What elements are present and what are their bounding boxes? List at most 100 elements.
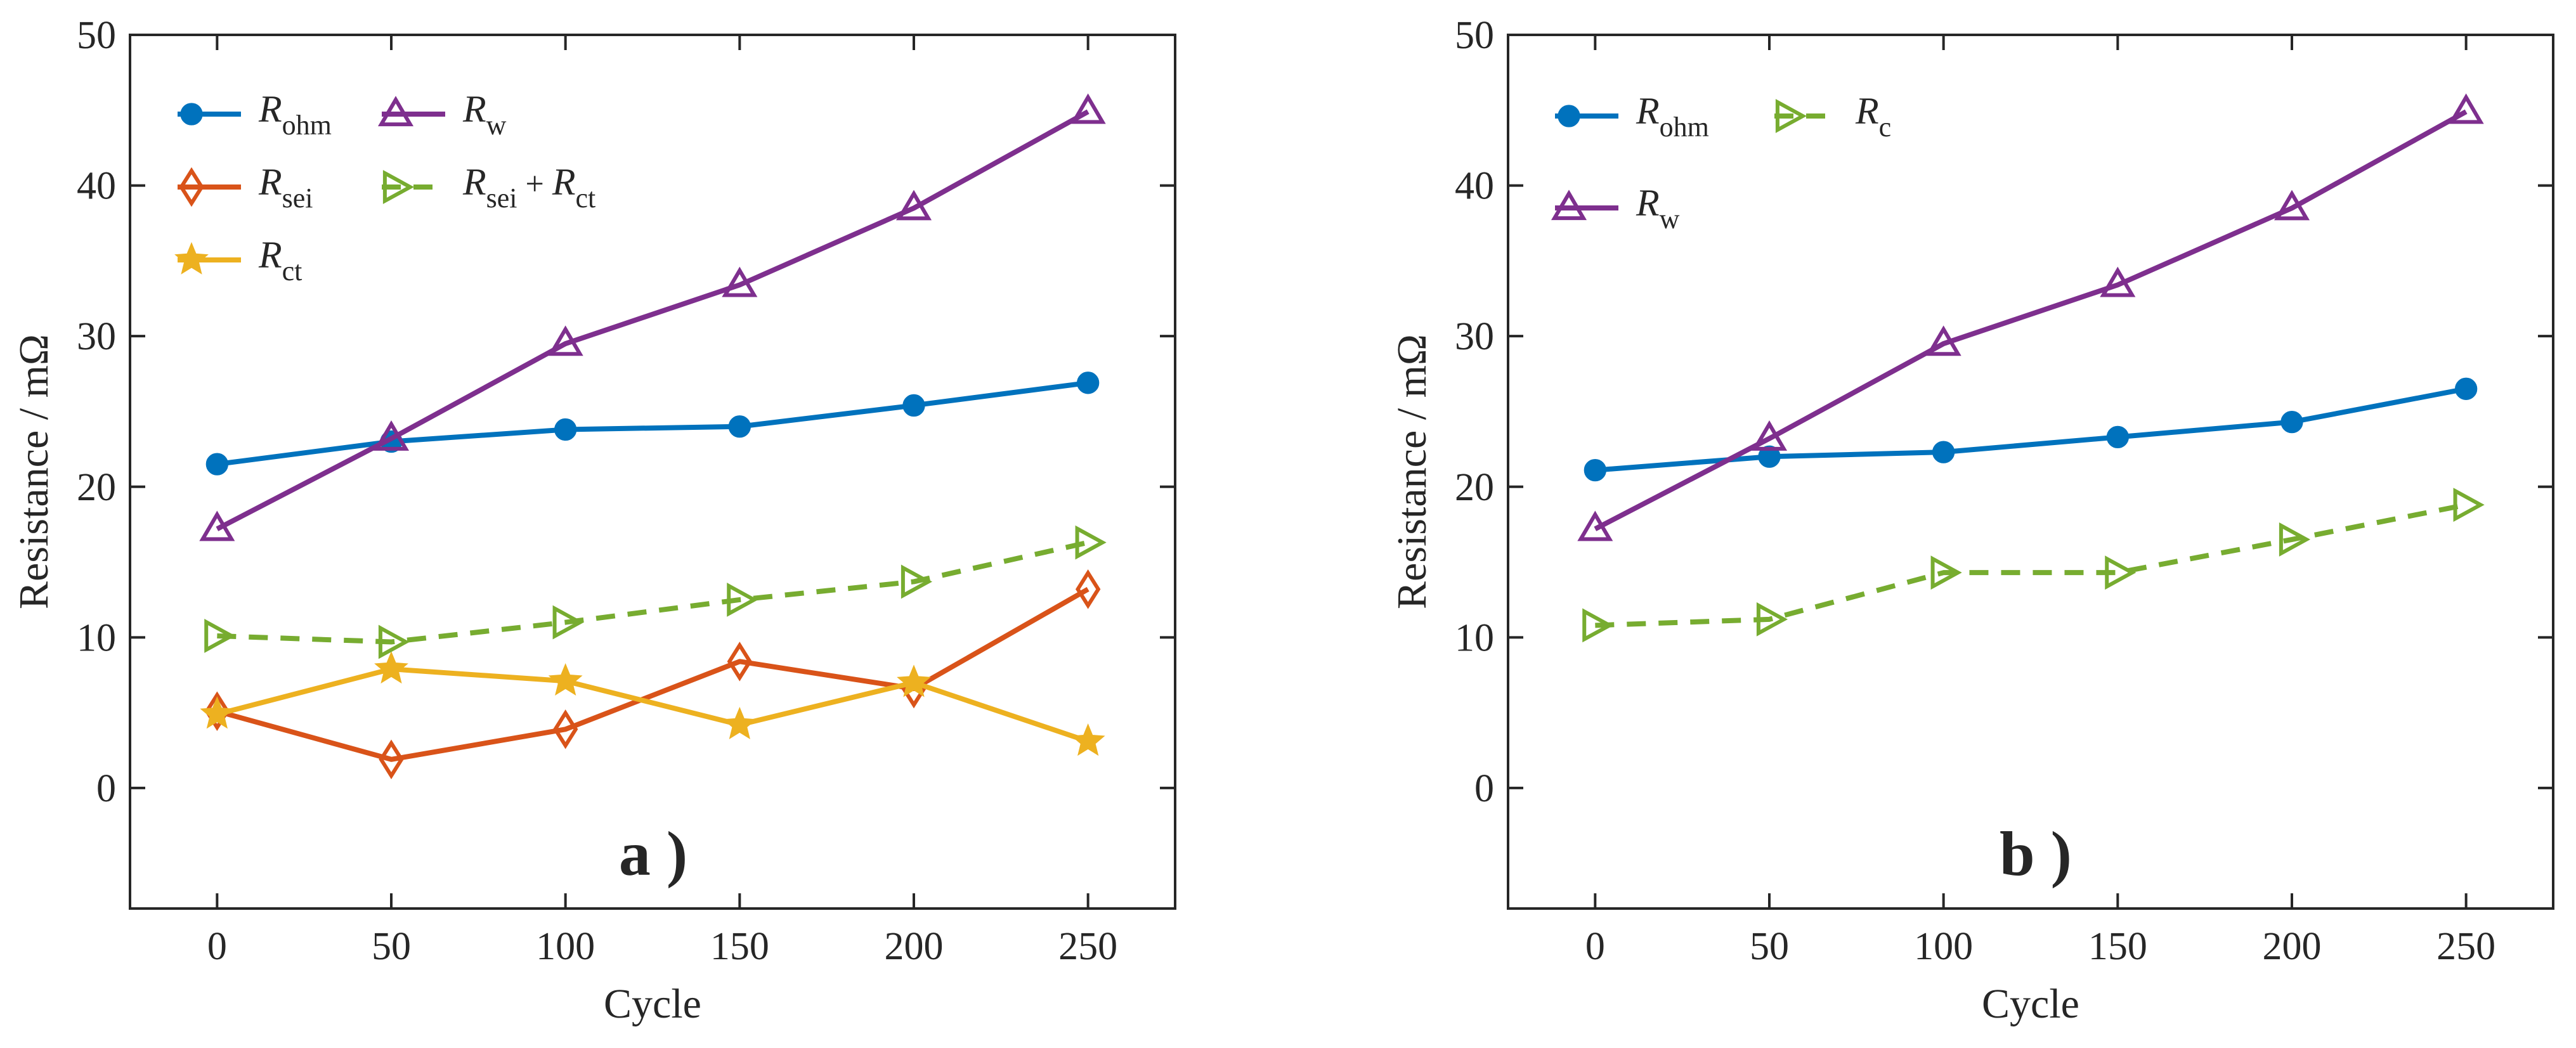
panel-a-series-r-ct bbox=[200, 650, 1105, 756]
legend-label: Rsei bbox=[258, 161, 313, 214]
legend-marker bbox=[377, 96, 414, 127]
panel-b-x-tick-label: 100 bbox=[1914, 925, 1973, 968]
panel-a-x-tick-label: 250 bbox=[1058, 925, 1117, 968]
panel-b-series-r-c-point bbox=[2279, 522, 2311, 557]
panel-a-y-tick-label: 40 bbox=[77, 165, 116, 208]
panel-b-series-r-ohm-point bbox=[1584, 458, 1606, 482]
panel-b-x-tick-label: 250 bbox=[2436, 925, 2495, 968]
panel-a-series-r-sei-line bbox=[216, 586, 1090, 762]
panel-b-y-tick-label: 20 bbox=[1455, 466, 1494, 509]
legend-label: Rohm bbox=[258, 88, 332, 141]
panel-b-chart: 0 50 100 150 200 250 0 10 20 30 40 50 Cycle Resistanc… bbox=[1389, 14, 2554, 1027]
panel-b-series-r-ohm-line bbox=[1595, 386, 2467, 473]
panel-a-series-r-sei-r-ct bbox=[204, 525, 1107, 659]
panel-a-x-tick-label: 200 bbox=[885, 925, 944, 968]
panel-a-label: a ) bbox=[619, 818, 687, 889]
panel-a-legend-entry: Rsei + Rct bbox=[382, 161, 595, 214]
panel-b-x-tick-label: 200 bbox=[2263, 925, 2322, 968]
panel-a-series-r-ohm-point bbox=[554, 418, 577, 441]
panel-a-series-r-sei-point bbox=[204, 691, 230, 732]
legend-label: Rc bbox=[1855, 90, 1891, 143]
panel-a-series-r-w-point bbox=[199, 510, 235, 541]
panel-a-series-r-sei-r-ct-point bbox=[378, 624, 410, 659]
legend-marker bbox=[1558, 105, 1580, 127]
panel-b-legend: Rohm Rw Rc bbox=[1551, 90, 1891, 235]
panel-a-y-tick-label: 20 bbox=[77, 466, 116, 509]
panel-b-y-tick-label: 50 bbox=[1455, 14, 1494, 57]
panel-a-x-tick-label: 150 bbox=[710, 925, 769, 968]
legend-label: Rsei + Rct bbox=[462, 161, 595, 214]
panel-a-y-tick-label: 0 bbox=[96, 767, 116, 810]
panel-a-series-r-sei bbox=[204, 569, 1101, 780]
panel-a-series-r-w-point bbox=[722, 266, 758, 297]
panel-b-series-r-w-point bbox=[2100, 266, 2136, 297]
panel-a-x-tick-label: 100 bbox=[536, 925, 595, 968]
panel-a-series-r-ct-line bbox=[216, 666, 1089, 744]
panel-b-legend-entry: Rohm bbox=[1555, 90, 1709, 143]
panel-a-series-r-ohm-line bbox=[216, 380, 1089, 467]
panel-a-series-r-ohm-point bbox=[1077, 372, 1100, 394]
panel-a-series-r-sei-point bbox=[552, 709, 578, 749]
panel-a-series-r-w bbox=[199, 93, 1106, 541]
panel-b-series-r-c-point bbox=[2453, 488, 2485, 522]
legend-label: Rw bbox=[1636, 182, 1680, 235]
panel-b-series-r-w-point bbox=[1751, 420, 1788, 451]
panel-b-x-tick-label: 150 bbox=[2088, 925, 2147, 968]
panel-a-y-tick-label: 50 bbox=[77, 14, 116, 57]
panel-a-series-r-ohm-point bbox=[728, 415, 751, 438]
panel-a-y-axis-label: Resistance / mΩ bbox=[11, 334, 57, 609]
legend-label: Rct bbox=[258, 234, 302, 287]
panel-a-plot-frame bbox=[129, 34, 1176, 910]
panel-a-series-r-w-point bbox=[547, 325, 583, 356]
panel-b-series-r-ohm bbox=[1584, 377, 2478, 482]
panel-a-series-r-sei-r-ct-point bbox=[727, 583, 758, 617]
legend-label: Rohm bbox=[1636, 90, 1709, 143]
panel-b-x-tick-label: 50 bbox=[1750, 925, 1789, 968]
panel-b-series-r-c-point bbox=[1756, 602, 1788, 637]
panel-a-legend: Rohm Rsei Rct Rw Rsei + Rct bbox=[174, 88, 595, 287]
panel-b-y-tick-label: 0 bbox=[1474, 767, 1494, 810]
panel-a-series-r-w-point bbox=[373, 420, 410, 451]
panel-a-series-r-ct-point bbox=[200, 696, 235, 729]
panel-b-series-r-ohm-point bbox=[2106, 425, 2129, 449]
panel-a-series-r-sei-point bbox=[1075, 569, 1101, 609]
panel-b-series-r-ohm-point bbox=[2455, 377, 2478, 400]
panel-b-series-r-c-point bbox=[1930, 555, 1962, 590]
legend-marker bbox=[1775, 99, 1807, 133]
legend-marker bbox=[382, 170, 415, 204]
panel-a-series-r-sei-r-ct-point bbox=[1075, 525, 1107, 560]
panel-b-x-tick-label: 0 bbox=[1585, 925, 1605, 968]
panel-b-series-r-c-point bbox=[1582, 608, 1614, 643]
panel-a-series-r-ohm-point bbox=[205, 453, 228, 475]
panel-a-series-r-w-point bbox=[1070, 93, 1106, 124]
panel-a-series-r-ohm-point bbox=[902, 394, 925, 417]
panel-a-series-r-ct-point bbox=[897, 664, 931, 697]
panel-a-legend-entry: Rw bbox=[377, 88, 507, 141]
legend-marker bbox=[179, 167, 204, 207]
legend-marker bbox=[174, 242, 209, 275]
panel-b-y-axis-label: Resistance / mΩ bbox=[1389, 334, 1435, 609]
panel-b-series-r-ohm-point bbox=[1758, 445, 1781, 468]
legend-marker bbox=[180, 103, 203, 126]
panel-b-legend-entry: Rc bbox=[1774, 90, 1891, 143]
panel-b-y-tick-label: 30 bbox=[1455, 315, 1494, 358]
panel-b-series-r-w bbox=[1577, 93, 2484, 541]
panel-b-series-r-ohm-point bbox=[1932, 441, 1955, 463]
panel-a-x-tick-label: 50 bbox=[372, 925, 411, 968]
panel-a-series-r-sei-r-ct-point bbox=[552, 605, 584, 640]
legend-marker bbox=[1551, 190, 1587, 221]
legend-label: Rw bbox=[462, 88, 507, 141]
panel-b-y-tick-label: 10 bbox=[1455, 616, 1494, 659]
panel-b-series-r-w-point bbox=[2274, 190, 2310, 221]
panel-b-label: b ) bbox=[2000, 818, 2072, 889]
panel-a-series-r-ct-point bbox=[1070, 723, 1105, 756]
panel-b-legend-entry: Rw bbox=[1551, 182, 1680, 235]
panel-a-series-r-sei-r-ct-line bbox=[217, 540, 1089, 645]
panel-b-series-r-c-line bbox=[1595, 502, 2467, 628]
panel-a-chart: 0 50 100 150 200 250 0 10 20 30 40 50 Cycle Resistanc… bbox=[11, 14, 1176, 1027]
panel-a-series-r-ct-point bbox=[374, 650, 408, 684]
panel-a-series-r-ct-point bbox=[548, 663, 583, 696]
panel-a-y-tick-label: 30 bbox=[77, 315, 116, 358]
panel-a-series-r-sei-r-ct-point bbox=[901, 564, 933, 599]
